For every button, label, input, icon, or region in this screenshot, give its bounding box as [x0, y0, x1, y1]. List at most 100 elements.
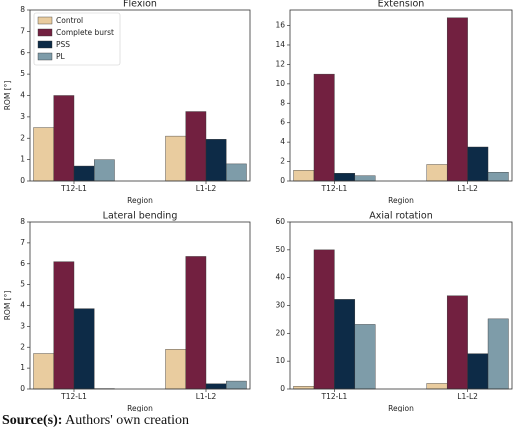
- y-tick-label: 2: [20, 342, 25, 351]
- legend-swatch: [37, 52, 53, 61]
- bar: [313, 249, 335, 390]
- y-tick-label: 4: [20, 91, 25, 100]
- bar: [293, 386, 315, 390]
- bar: [467, 353, 489, 390]
- bar: [446, 17, 468, 182]
- bar: [205, 139, 227, 182]
- bar: [73, 308, 95, 390]
- y-tick-label: 0: [20, 384, 25, 393]
- bar: [426, 164, 448, 182]
- y-tick-label: 3: [20, 112, 25, 121]
- caption-label: Source(s):: [2, 413, 63, 428]
- bar: [73, 165, 95, 182]
- y-axis-label: ROM [°]: [3, 81, 12, 111]
- chart-title: Extension: [378, 0, 425, 10]
- x-axis-label: Region: [127, 404, 153, 412]
- x-tick-label: L1-L2: [196, 392, 217, 401]
- legend-label: PSS: [56, 40, 70, 49]
- bar: [446, 295, 468, 390]
- y-tick-label: 20: [275, 328, 285, 337]
- legend-swatch: [37, 16, 53, 25]
- y-tick-label: 10: [275, 356, 285, 365]
- x-tick-label: T12-L1: [321, 392, 348, 401]
- chart-title: Axial rotation: [369, 211, 433, 222]
- bar: [53, 261, 75, 390]
- x-tick-label: L1-L2: [457, 184, 478, 193]
- y-axis-label: ROM [°]: [3, 291, 12, 321]
- bar: [226, 380, 247, 390]
- bar: [205, 383, 227, 390]
- y-tick-label: 6: [20, 48, 25, 57]
- plot-frame: [29, 221, 251, 390]
- y-tick-label: 2: [20, 133, 25, 142]
- bar: [165, 349, 186, 390]
- chart-title: Lateral bending: [103, 211, 178, 222]
- bar: [487, 172, 509, 182]
- bar: [185, 256, 207, 390]
- x-tick-label: T12-L1: [60, 184, 87, 193]
- y-tick-label: 4: [20, 301, 25, 310]
- bar: [487, 318, 509, 390]
- y-tick-label: 30: [275, 301, 285, 310]
- bar: [467, 146, 489, 182]
- y-tick-label: 16: [275, 21, 285, 30]
- legend-label: PL: [56, 52, 66, 61]
- bar: [53, 95, 75, 182]
- caption: Source(s): Authors' own creation: [2, 413, 189, 429]
- bar: [165, 135, 186, 182]
- caption-text: Authors' own creation: [65, 413, 189, 428]
- bar: [33, 127, 54, 182]
- y-tick-label: 0: [280, 384, 285, 393]
- x-tick-label: T12-L1: [321, 184, 348, 193]
- y-tick-label: 14: [275, 40, 285, 49]
- y-tick-label: 60: [275, 217, 285, 226]
- x-tick-label: T12-L1: [60, 392, 87, 401]
- y-tick-label: 7: [20, 26, 25, 35]
- bar: [334, 299, 356, 390]
- legend-label: Control: [56, 16, 83, 25]
- y-tick-label: 0: [20, 176, 25, 185]
- legend-label: Complete burst: [56, 28, 114, 37]
- bar: [354, 324, 376, 390]
- y-tick-label: 12: [275, 59, 285, 68]
- y-tick-label: 4: [280, 137, 285, 146]
- x-axis-label: Region: [127, 196, 153, 205]
- legend-swatch: [37, 28, 53, 37]
- y-tick-label: 7: [20, 238, 25, 247]
- chart-title: Flexion: [123, 0, 157, 10]
- y-tick-label: 8: [280, 98, 285, 107]
- x-axis-label: Region: [388, 196, 414, 205]
- y-tick-label: 50: [275, 245, 285, 254]
- x-tick-label: L1-L2: [457, 392, 478, 401]
- bar: [293, 170, 315, 182]
- bar: [313, 73, 335, 182]
- plot-frame: [289, 9, 513, 182]
- legend-swatch: [37, 40, 53, 49]
- y-tick-label: 1: [20, 363, 25, 372]
- y-tick-label: 10: [275, 79, 285, 88]
- x-tick-label: L1-L2: [196, 184, 217, 193]
- plot-frame: [289, 221, 513, 390]
- bar: [226, 163, 247, 182]
- bar: [185, 111, 207, 182]
- y-tick-label: 6: [280, 118, 285, 127]
- plot-frame: [29, 9, 251, 182]
- y-tick-label: 8: [20, 217, 25, 226]
- x-axis-label: Region: [388, 404, 414, 412]
- bar: [33, 353, 54, 390]
- y-tick-label: 5: [20, 69, 25, 78]
- bar: [334, 173, 356, 182]
- bar: [426, 383, 448, 390]
- y-tick-label: 40: [275, 273, 285, 282]
- bar: [354, 175, 376, 182]
- bar: [94, 159, 115, 182]
- legend-box: [33, 12, 121, 66]
- y-tick-label: 6: [20, 259, 25, 268]
- y-tick-label: 3: [20, 321, 25, 330]
- y-tick-label: 1: [20, 155, 25, 164]
- y-tick-label: 5: [20, 280, 25, 289]
- y-tick-label: 8: [20, 5, 25, 14]
- y-tick-label: 0: [280, 176, 285, 185]
